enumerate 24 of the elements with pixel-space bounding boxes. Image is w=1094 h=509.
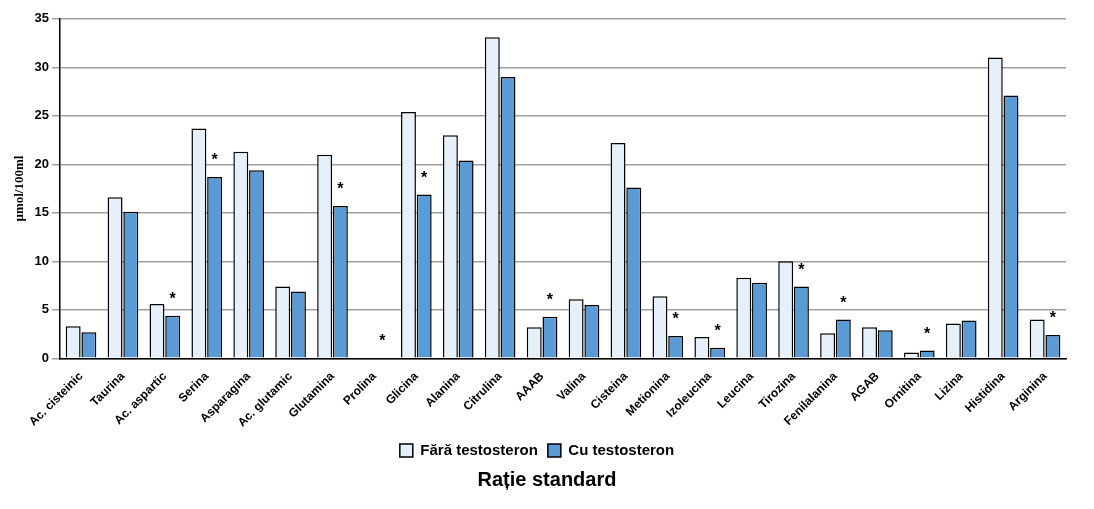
- y-axis-title: µmol/100ml: [11, 155, 27, 222]
- annotation: *: [337, 180, 345, 198]
- y-tick-label: 5: [41, 301, 50, 317]
- y-tick-label: 30: [34, 58, 50, 74]
- y-tick-label: 25: [34, 107, 50, 123]
- legend-label: Cu testosteron: [568, 440, 675, 458]
- x-axis-title: Rație standard: [476, 468, 618, 491]
- y-tick-label: 10: [34, 252, 50, 268]
- annotation: *: [840, 293, 848, 311]
- annotation: *: [672, 310, 680, 328]
- annotation: *: [169, 290, 177, 308]
- annotation: *: [714, 322, 722, 340]
- annotation: *: [1049, 309, 1057, 327]
- annotation: *: [798, 260, 806, 278]
- y-tick-label: 35: [34, 10, 50, 26]
- annotation: *: [211, 151, 219, 169]
- annotation: *: [546, 291, 554, 309]
- annotation: *: [924, 325, 932, 343]
- annotation: *: [379, 331, 387, 349]
- y-tick-label: 15: [34, 204, 50, 220]
- y-tick-label: 20: [34, 155, 50, 171]
- y-tick-label: 0: [41, 349, 50, 365]
- annotation: *: [421, 168, 429, 186]
- legend-label: Fără testosteron: [420, 440, 538, 458]
